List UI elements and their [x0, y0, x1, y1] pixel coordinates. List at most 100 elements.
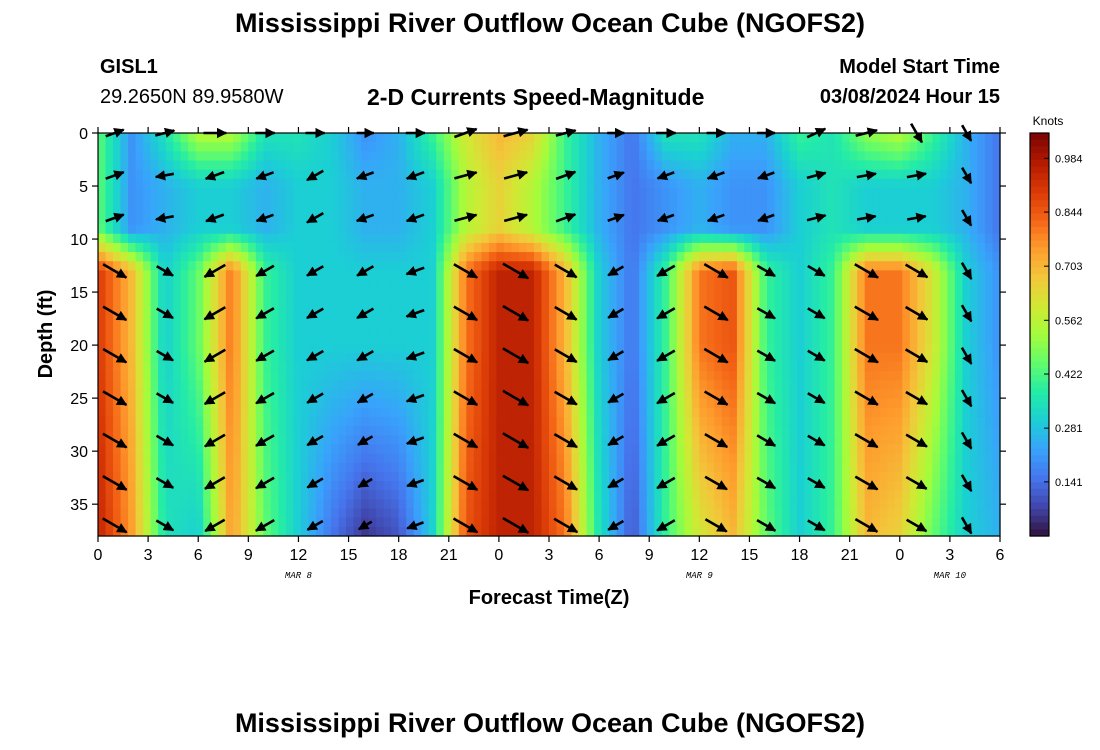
heat-cell [98, 334, 107, 345]
heat-cell [849, 508, 858, 519]
heat-cell [353, 297, 362, 308]
heat-cell [676, 371, 685, 381]
heat-cell [203, 526, 212, 537]
heat-cell [827, 471, 836, 482]
heat-cell [812, 160, 821, 171]
heat-cell [797, 426, 806, 436]
heat-cell [864, 471, 873, 482]
heat-cell [270, 343, 279, 354]
heat-cell [496, 224, 505, 235]
heat-cell [188, 343, 197, 354]
heat-cell [744, 371, 753, 381]
heat-cell [488, 197, 497, 207]
heat-cell [428, 334, 437, 345]
heat-cell [436, 435, 445, 446]
heat-cell [105, 499, 114, 510]
heat-cell [819, 252, 828, 262]
heat-cell [300, 517, 310, 528]
heat-cell [932, 242, 941, 253]
heat-cell [706, 481, 715, 491]
heat-cell [458, 508, 467, 519]
heat-cell [503, 169, 513, 180]
heat-cell [346, 334, 355, 345]
heat-cell [782, 453, 791, 464]
heat-cell [511, 160, 520, 171]
heat-cell [225, 361, 234, 372]
heat-cell [699, 261, 708, 271]
heat-cell [383, 371, 392, 381]
heat-cell [624, 380, 633, 391]
heat-cell [218, 526, 227, 537]
heat-cell [338, 215, 347, 226]
heat-cell [601, 252, 610, 262]
heat-cell [233, 197, 242, 207]
heat-cell [368, 325, 377, 336]
heat-cell [143, 361, 152, 372]
heat-cell [646, 270, 655, 281]
heat-cell [488, 517, 497, 528]
heat-cell [150, 160, 159, 171]
heat-cell [210, 389, 219, 400]
heat-cell [203, 426, 212, 436]
heat-cell [503, 279, 513, 290]
heat-cell [782, 252, 791, 262]
heat-cell [451, 389, 460, 400]
heat-cell [300, 169, 310, 180]
heat-cell [315, 453, 325, 464]
heat-cell [631, 169, 640, 180]
heat-cell [789, 471, 798, 482]
heat-cell [361, 151, 370, 162]
heat-cell [368, 252, 377, 262]
heat-cell [361, 252, 370, 262]
heat-cell [849, 343, 858, 354]
heat-cell [436, 279, 445, 290]
heat-cell [601, 187, 610, 198]
heat-cell [564, 206, 573, 217]
heat-cell [203, 206, 212, 217]
heat-cell [368, 462, 377, 473]
heat-cell [346, 380, 355, 391]
heat-cell [669, 169, 678, 180]
heat-cell [586, 270, 595, 281]
heat-cell [315, 261, 325, 271]
heat-cell [173, 325, 182, 336]
heat-cell [180, 416, 189, 427]
heat-cell [173, 517, 182, 528]
heat-cell [849, 499, 858, 510]
heat-cell [225, 316, 234, 326]
heat-cell [736, 389, 746, 400]
heat-cell [812, 334, 821, 345]
heat-cell [676, 151, 685, 162]
heat-cell [391, 261, 400, 271]
heat-cell [947, 270, 956, 281]
heat-cell [609, 288, 618, 299]
heat-cell [173, 416, 182, 427]
heat-cell [315, 197, 325, 207]
heat-cell [150, 224, 159, 235]
heat-cell [443, 526, 452, 537]
heat-cell [766, 444, 776, 455]
heat-cell [143, 160, 152, 171]
heat-cell [549, 462, 558, 473]
heat-cell [676, 517, 685, 528]
heat-cell [300, 142, 310, 152]
heat-cell [736, 371, 746, 381]
heat-cell [458, 316, 467, 326]
heat-cell [721, 233, 730, 244]
heat-cell [376, 371, 385, 381]
heat-cell [105, 490, 114, 500]
heat-cell [421, 453, 430, 464]
heat-cell [473, 490, 482, 500]
heat-cell [804, 490, 813, 500]
heat-cell [624, 517, 633, 528]
heat-cell [564, 508, 573, 519]
heat-cell [398, 343, 407, 354]
heat-cell [225, 453, 234, 464]
heat-cell [188, 426, 197, 436]
heat-cell [766, 133, 776, 143]
heat-cell [458, 169, 467, 180]
heat-cell [488, 416, 497, 427]
heat-cell [639, 252, 648, 262]
heat-cell [894, 389, 903, 400]
heat-cell [759, 252, 768, 262]
